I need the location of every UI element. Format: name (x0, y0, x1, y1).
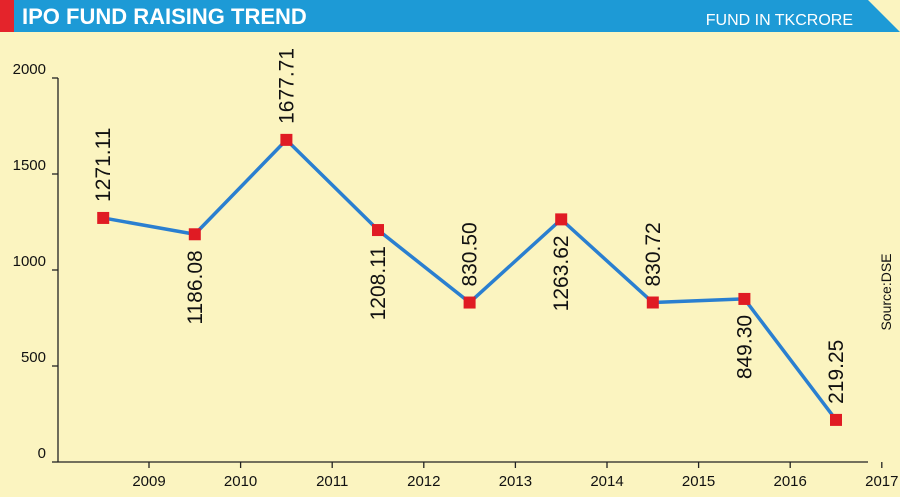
y-tick-label: 1000 (13, 253, 46, 270)
x-tick-label: 2014 (590, 473, 623, 490)
data-point (555, 213, 568, 226)
data-label: 1271.11 (92, 128, 115, 202)
x-tick-label: 2017 (865, 473, 898, 490)
data-label: 830.72 (642, 222, 665, 286)
unit-label: FUND IN TKCRORE (706, 12, 853, 29)
x-ticks: 2009 2010 2011 2012 2013 2014 2015 2016 2017 (132, 462, 898, 490)
data-label: 830.50 (459, 222, 482, 286)
y-tick-label: 2000 (13, 61, 46, 78)
data-point (188, 228, 201, 241)
chart-title: IPO FUND RAISING TREND (22, 4, 307, 29)
x-tick-label: 2009 (132, 473, 165, 490)
series-group: 1271.11 1186.08 1677.71 1208.11 830.50 1263.6… (92, 48, 848, 426)
data-point (830, 413, 842, 426)
y-tick-label: 500 (21, 349, 46, 366)
data-label: 1208.11 (367, 246, 390, 320)
x-tick-label: 2015 (682, 473, 715, 490)
y-tick-label: 0 (38, 445, 46, 462)
x-tick-label: 2016 (774, 473, 807, 490)
data-label: 219.25 (825, 340, 848, 404)
x-tick-label: 2011 (316, 473, 348, 490)
header-accent (0, 0, 14, 32)
x-tick-label: 2012 (407, 473, 440, 490)
data-point (463, 296, 476, 309)
x-tick-label: 2010 (224, 473, 257, 490)
data-point (372, 224, 384, 237)
header-corner (868, 0, 900, 32)
data-label: 1263.62 (550, 235, 573, 311)
data-point (280, 133, 293, 146)
source-note: Source:DSE (878, 253, 894, 330)
x-tick-label: 2013 (499, 473, 532, 490)
header-bar (0, 0, 900, 32)
y-tick-label: 1500 (13, 157, 46, 174)
data-point (646, 296, 659, 309)
data-label: 1677.71 (275, 48, 298, 124)
data-label: 849.30 (733, 315, 756, 379)
data-label: 1186.08 (184, 250, 207, 324)
data-point (97, 211, 110, 224)
y-ticks: 0 500 1000 1500 2000 (13, 61, 58, 463)
data-point (738, 292, 751, 305)
